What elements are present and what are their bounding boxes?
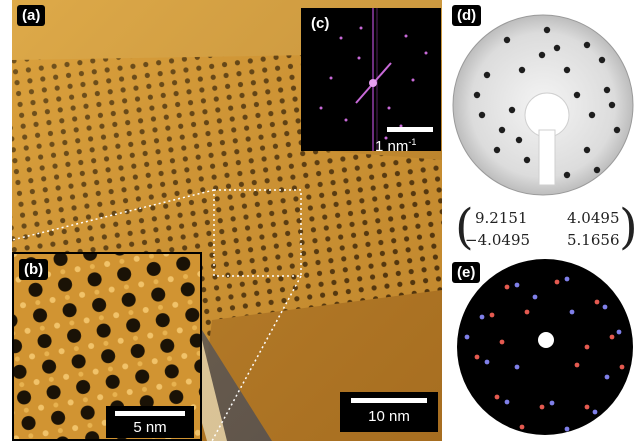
diffraction-spot xyxy=(563,66,571,74)
simulated-spot xyxy=(532,294,538,300)
simulated-spot xyxy=(584,404,590,410)
diffraction-spot xyxy=(523,156,531,164)
simulated-spot xyxy=(619,364,625,370)
fft-spot xyxy=(411,78,415,82)
simulated-spot xyxy=(464,334,470,340)
simulated-spot xyxy=(479,314,485,320)
zoom-region-box xyxy=(213,189,302,277)
simulated-spot xyxy=(499,339,505,345)
fft-spot xyxy=(424,51,428,55)
simulated-spot xyxy=(519,424,525,430)
simulated-spot xyxy=(592,409,598,415)
scale-bar-line xyxy=(387,127,433,132)
simulated-pattern-image xyxy=(457,259,633,435)
fft-spots xyxy=(319,26,428,140)
diffraction-spot xyxy=(608,101,616,109)
zoom-connector-line xyxy=(211,275,302,441)
matrix-cell: 5.1656 xyxy=(567,231,620,249)
panel-label-d: (d) xyxy=(452,5,482,26)
diffraction-spot xyxy=(503,36,511,44)
simulated-spot xyxy=(504,399,510,405)
simulated-spot xyxy=(564,276,570,282)
fft-spot xyxy=(344,118,348,122)
fft-spot xyxy=(387,106,391,110)
simulated-spot xyxy=(494,394,500,400)
fft-spot xyxy=(359,26,363,30)
simulated-spot xyxy=(594,299,600,305)
simulated-spot xyxy=(549,400,555,406)
simulated-spot xyxy=(574,362,580,368)
panel-label-b: (b) xyxy=(19,259,49,280)
fft-panel: (c) 1 nm-1 xyxy=(301,8,441,151)
simulated-spot xyxy=(554,279,560,285)
matrix-cell: 4.0495 xyxy=(567,209,620,227)
scale-bar-label: 10 nm xyxy=(368,408,410,425)
diffraction-spot xyxy=(583,146,591,154)
simulated-spot xyxy=(539,404,545,410)
diffraction-spot xyxy=(603,86,611,94)
panel-label-a: (a) xyxy=(17,5,46,26)
fft-spot xyxy=(339,36,343,40)
simulated-spot xyxy=(564,426,570,432)
diffraction-spot xyxy=(588,111,596,119)
diffraction-spot xyxy=(518,66,526,74)
simulated-spot xyxy=(604,374,610,380)
scale-bar-b: 5 nm xyxy=(106,406,194,438)
simulated-spot xyxy=(602,304,608,310)
simulated-spots xyxy=(464,276,625,432)
matrix-cell: 9.2151 xyxy=(475,209,528,227)
fft-spot xyxy=(404,34,408,38)
simulated-spot xyxy=(616,329,622,335)
scale-bar-line xyxy=(115,411,185,416)
simulated-spot xyxy=(474,354,480,360)
diffraction-spot xyxy=(553,44,561,52)
fft-spot xyxy=(399,124,403,128)
fft-spot xyxy=(384,136,388,140)
simulated-spot xyxy=(609,334,615,340)
simulated-spot xyxy=(489,312,495,318)
transformation-matrix: ( 9.2151 4.0495 −4.0495 5.1656 ) xyxy=(447,203,638,255)
diffraction-spot xyxy=(598,56,606,64)
diffraction-spot xyxy=(483,71,491,79)
diffraction-spot xyxy=(563,171,571,179)
simulated-spot xyxy=(504,284,510,290)
diffraction-panel: (d) xyxy=(447,0,638,200)
diffraction-spot xyxy=(508,106,516,114)
simulated-spot xyxy=(514,364,520,370)
fft-spot xyxy=(319,106,323,110)
simulated-spot xyxy=(514,282,520,288)
simulated-pattern-panel: (e) xyxy=(447,257,638,441)
diffraction-spot xyxy=(498,126,506,134)
matrix-right-paren: ) xyxy=(619,199,638,255)
scale-bar-label: 1 nm xyxy=(375,138,409,151)
simulated-spot xyxy=(524,309,530,315)
diffraction-spot xyxy=(593,166,601,174)
matrix-cell: −4.0495 xyxy=(465,231,531,249)
fft-spot xyxy=(329,76,333,80)
diffraction-spots xyxy=(473,26,621,179)
diffraction-spot xyxy=(573,91,581,99)
panel-label-e: (e) xyxy=(452,262,481,283)
zoom-inset-panel: (b) 5 nm xyxy=(12,252,202,441)
fft-spot xyxy=(357,56,361,60)
diffraction-spot xyxy=(583,41,591,49)
diffraction-spot xyxy=(478,111,486,119)
scale-bar-label: 5 nm xyxy=(133,419,167,436)
simulated-spot xyxy=(569,309,575,315)
simulated-spot xyxy=(584,344,590,350)
diffraction-spot xyxy=(473,91,481,99)
diffraction-image xyxy=(452,14,634,196)
scale-bar-a: 10 nm xyxy=(340,392,438,432)
diffraction-spot xyxy=(613,126,621,134)
panel-label-c: (c) xyxy=(306,13,335,34)
diffraction-spot xyxy=(493,146,501,154)
diffraction-spot xyxy=(515,136,523,144)
simulated-spot xyxy=(484,359,490,365)
scale-bar-c: 1 nm-1 xyxy=(375,135,416,151)
diffraction-spot xyxy=(538,51,546,59)
diffraction-spot xyxy=(543,26,551,34)
scale-bar-exponent: -1 xyxy=(408,137,417,147)
scale-bar-line xyxy=(351,398,427,403)
matrix-left-paren: ( xyxy=(455,199,474,255)
